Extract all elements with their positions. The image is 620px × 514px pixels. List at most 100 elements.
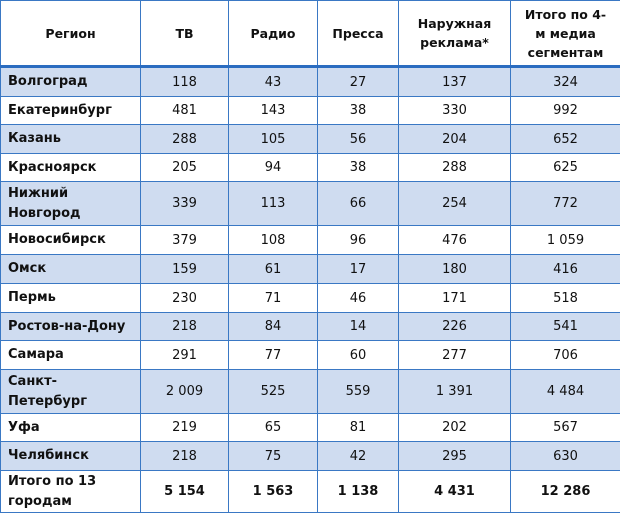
table-row: Новосибирск 379 108 96 476 1 059 <box>0 225 620 255</box>
radio-cell: 108 <box>228 225 318 255</box>
total-cell: 567 <box>510 413 620 442</box>
radio-cell: 1 563 <box>228 470 318 513</box>
press-cell: 559 <box>317 369 399 414</box>
radio-cell: 113 <box>228 181 318 226</box>
tv-cell: 230 <box>140 283 229 313</box>
outdoor-cell: 4 431 <box>398 470 511 513</box>
region-cell: Пермь <box>0 283 141 313</box>
radio-cell: 61 <box>228 254 318 284</box>
radio-cell: 525 <box>228 369 318 414</box>
press-cell: 60 <box>317 340 399 370</box>
press-cell: 38 <box>317 96 399 125</box>
radio-cell: 77 <box>228 340 318 370</box>
total-cell: 518 <box>510 283 620 313</box>
table-row: Пермь 230 71 46 171 518 <box>0 283 620 313</box>
press-cell: 56 <box>317 124 399 154</box>
radio-cell: 143 <box>228 96 318 125</box>
total-cell: 992 <box>510 96 620 125</box>
press-cell: 14 <box>317 312 399 341</box>
press-cell: 1 138 <box>317 470 399 513</box>
region-cell: Волгоград <box>0 66 141 97</box>
tv-cell: 159 <box>140 254 229 284</box>
region-cell: Нижний Новгород <box>0 181 141 226</box>
region-cell: Уфа <box>0 413 141 442</box>
outdoor-cell: 330 <box>398 96 511 125</box>
table-row: Красноярск 205 94 38 288 625 <box>0 153 620 182</box>
total-cell: 706 <box>510 340 620 370</box>
tv-cell: 291 <box>140 340 229 370</box>
tv-cell: 218 <box>140 312 229 341</box>
table-row: Уфа 219 65 81 202 567 <box>0 413 620 442</box>
header-press: Пресса <box>317 0 399 68</box>
press-cell: 96 <box>317 225 399 255</box>
tv-cell: 339 <box>140 181 229 226</box>
outdoor-cell: 476 <box>398 225 511 255</box>
region-cell: Казань <box>0 124 141 154</box>
tv-cell: 2 009 <box>140 369 229 414</box>
header-tv: ТВ <box>140 0 229 68</box>
tv-cell: 219 <box>140 413 229 442</box>
radio-cell: 71 <box>228 283 318 313</box>
total-cell: 625 <box>510 153 620 182</box>
radio-cell: 84 <box>228 312 318 341</box>
header-total: Итого по 4-м медиа сегментам <box>510 0 620 68</box>
radio-cell: 75 <box>228 441 318 471</box>
press-cell: 46 <box>317 283 399 313</box>
outdoor-cell: 277 <box>398 340 511 370</box>
outdoor-cell: 204 <box>398 124 511 154</box>
region-cell: Новосибирск <box>0 225 141 255</box>
total-cell: 4 484 <box>510 369 620 414</box>
region-cell: Омск <box>0 254 141 284</box>
table-row: Нижний Новгород 339 113 66 254 772 <box>0 181 620 226</box>
total-row: Итого по 13 городам 5 154 1 563 1 138 4 431 1… <box>0 470 620 513</box>
header-radio: Радио <box>228 0 318 68</box>
total-cell: 12 286 <box>510 470 620 513</box>
total-cell: 772 <box>510 181 620 226</box>
press-cell: 17 <box>317 254 399 284</box>
total-cell: 1 059 <box>510 225 620 255</box>
total-cell: 324 <box>510 66 620 97</box>
table-row: Челябинск 218 75 42 295 630 <box>0 441 620 471</box>
total-cell: 630 <box>510 441 620 471</box>
region-cell: Челябинск <box>0 441 141 471</box>
radio-cell: 43 <box>228 66 318 97</box>
region-cell: Ростов-на-Дону <box>0 312 141 341</box>
header-region: Регион <box>0 0 141 68</box>
tv-cell: 288 <box>140 124 229 154</box>
table-row: Волгоград 118 43 27 137 324 <box>0 66 620 97</box>
outdoor-cell: 202 <box>398 413 511 442</box>
press-cell: 27 <box>317 66 399 97</box>
radio-cell: 105 <box>228 124 318 154</box>
press-cell: 42 <box>317 441 399 471</box>
region-cell: Екатеринбург <box>0 96 141 125</box>
table-row: Самара 291 77 60 277 706 <box>0 340 620 370</box>
outdoor-cell: 288 <box>398 153 511 182</box>
outdoor-cell: 1 391 <box>398 369 511 414</box>
region-cell: Красноярск <box>0 153 141 182</box>
outdoor-cell: 226 <box>398 312 511 341</box>
tv-cell: 118 <box>140 66 229 97</box>
outdoor-cell: 171 <box>398 283 511 313</box>
tv-cell: 218 <box>140 441 229 471</box>
table-row: Екатеринбург 481 143 38 330 992 <box>0 96 620 125</box>
total-cell: 416 <box>510 254 620 284</box>
press-cell: 38 <box>317 153 399 182</box>
radio-cell: 94 <box>228 153 318 182</box>
region-cell: Санкт-Петербург <box>0 369 141 414</box>
outdoor-cell: 254 <box>398 181 511 226</box>
tv-cell: 205 <box>140 153 229 182</box>
press-cell: 81 <box>317 413 399 442</box>
table-row: Санкт-Петербург 2 009 525 559 1 391 4 484 <box>0 369 620 414</box>
header-row: Регион ТВ Радио Пресса Наружная реклама*… <box>0 0 620 68</box>
outdoor-cell: 180 <box>398 254 511 284</box>
region-cell: Итого по 13 городам <box>0 470 141 513</box>
table-row: Ростов-на-Дону 218 84 14 226 541 <box>0 312 620 341</box>
table-row: Казань 288 105 56 204 652 <box>0 124 620 154</box>
radio-cell: 65 <box>228 413 318 442</box>
outdoor-cell: 295 <box>398 441 511 471</box>
tv-cell: 5 154 <box>140 470 229 513</box>
table-row: Омск 159 61 17 180 416 <box>0 254 620 284</box>
tv-cell: 481 <box>140 96 229 125</box>
tv-cell: 379 <box>140 225 229 255</box>
